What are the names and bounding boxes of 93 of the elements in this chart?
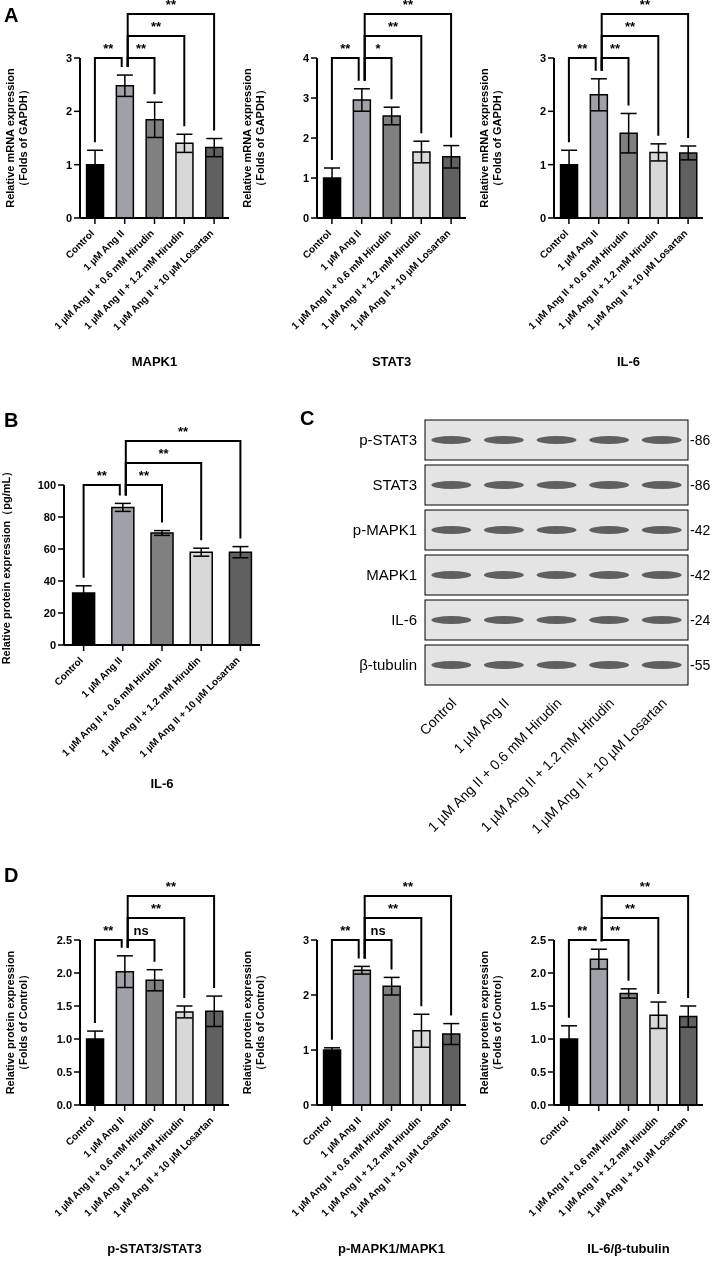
y-tick-label: 1: [302, 1043, 309, 1056]
chart-title: B: [4, 409, 19, 431]
text: **: [340, 923, 352, 938]
y-axis-title: Relative protein expression （Folds of Control）: [4, 950, 30, 1095]
text: **: [103, 923, 115, 938]
y-tick-label: 1.0: [56, 1032, 72, 1045]
text: **: [150, 901, 162, 916]
y-tick-label: 3: [539, 51, 546, 64]
text: ns: [370, 923, 386, 938]
category-label: -42: [690, 522, 711, 538]
text: **: [639, 879, 651, 894]
text: *: [375, 41, 382, 56]
x-axis-title: IL-6: [616, 354, 641, 369]
y-axis-title: Relative protein expression （Folds of Control）: [241, 950, 267, 1095]
y-tick-label: 0: [65, 211, 72, 224]
x-axis-title: p-MAPK1/MAPK1: [338, 1241, 445, 1256]
y-axis-title: Relative mRNA expression （Folds of GAPDH）: [478, 67, 504, 208]
y-axis-title: Relative mRNA expression （Folds of GAPDH）: [4, 67, 30, 208]
chart-title: D: [4, 864, 19, 886]
y-tick-label: 0: [302, 1098, 309, 1111]
y-axis-title: Relative protein expression （Folds of Control）: [478, 950, 504, 1095]
category-label: -86: [690, 432, 711, 448]
y-tick-label: 2: [302, 131, 309, 144]
text: **: [138, 468, 150, 483]
y-tick-label: 40: [43, 574, 56, 587]
text: C: [300, 407, 315, 429]
x-axis-title: IL-6: [150, 776, 174, 791]
text: **: [624, 901, 636, 916]
x-axis-title: STAT3: [371, 354, 412, 369]
y-tick-label: 0: [49, 638, 56, 651]
y-tick-label: 2.0: [530, 966, 546, 979]
y-tick-label: 0.5: [56, 1065, 72, 1078]
category-label: STAT3: [372, 476, 417, 493]
y-tick-label: 4: [302, 51, 310, 64]
category-label: -55: [690, 657, 711, 673]
y-tick-label: 60: [43, 542, 56, 555]
y-tick-label: 1: [65, 158, 72, 171]
y-tick-label: 2.5: [530, 933, 546, 946]
y-tick-label: 80: [43, 510, 56, 523]
y-tick-label: 2: [539, 105, 546, 118]
text: **: [577, 923, 589, 938]
y-tick-label: 2.0: [56, 966, 72, 979]
y-tick-label: 3: [65, 51, 72, 64]
category-label: -42: [690, 567, 711, 583]
category-label: p-STAT3: [359, 431, 417, 448]
text: **: [610, 923, 622, 938]
text: **: [165, 0, 177, 12]
text: **: [639, 0, 651, 12]
text: **: [610, 41, 622, 56]
y-tick-label: 1.5: [530, 999, 546, 1012]
y-tick-label: 0: [302, 211, 309, 224]
chart-title: A: [4, 4, 19, 26]
y-tick-label: 2: [302, 988, 309, 1001]
text: **: [624, 19, 636, 34]
y-tick-label: 0.5: [530, 1065, 546, 1078]
category-label: -86: [690, 477, 711, 493]
category-label: IL-6: [391, 611, 417, 628]
x-axis-title: p-STAT3/STAT3: [107, 1241, 202, 1256]
y-tick-label: 0: [539, 211, 546, 224]
x-axis-title: IL-6/β-tubulin: [587, 1241, 670, 1256]
text: **: [387, 901, 399, 916]
y-tick-label: 1: [302, 171, 309, 184]
y-tick-label: 0.0: [56, 1098, 72, 1111]
text: **: [178, 424, 190, 439]
y-tick-label: 2.5: [56, 933, 72, 946]
text: **: [402, 879, 414, 894]
text: **: [103, 41, 115, 56]
category-label: -24: [690, 612, 711, 628]
x-axis-title: MAPK1: [131, 354, 178, 369]
y-tick-label: 0.0: [530, 1098, 546, 1111]
y-tick-label: 1: [539, 158, 546, 171]
text: **: [96, 468, 108, 483]
y-tick-label: 3: [302, 91, 309, 104]
text: **: [165, 879, 177, 894]
y-axis-title: Relative mRNA expression （Folds of GAPDH）: [241, 67, 267, 208]
y-tick-label: 1.5: [56, 999, 72, 1012]
y-tick-label: 20: [43, 606, 56, 619]
category-label: β-tubulin: [359, 656, 417, 673]
y-tick-label: 100: [37, 478, 56, 491]
text: ns: [133, 923, 149, 938]
category-label: p-MAPK1: [352, 521, 417, 538]
y-tick-label: 1.0: [530, 1032, 546, 1045]
text: **: [340, 41, 352, 56]
y-tick-label: 3: [302, 933, 309, 946]
text: **: [150, 19, 162, 34]
text: **: [387, 19, 399, 34]
y-tick-label: 2: [65, 105, 72, 118]
text: **: [136, 41, 148, 56]
text: **: [577, 41, 589, 56]
text: **: [402, 0, 414, 12]
text: **: [158, 446, 170, 461]
y-axis-title: Relative protein expression（pg/mL）: [0, 465, 13, 665]
category-label: MAPK1: [366, 566, 417, 583]
